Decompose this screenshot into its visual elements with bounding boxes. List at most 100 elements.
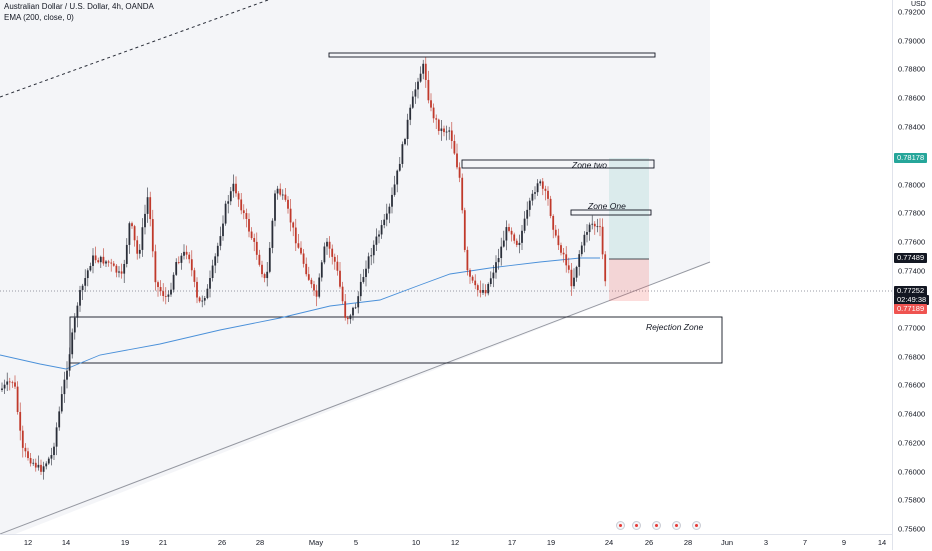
candle-body	[593, 223, 596, 227]
candle-body	[430, 100, 432, 108]
candle-body	[66, 370, 68, 380]
candle-body	[55, 427, 58, 447]
price-tick: 0.76600	[898, 380, 926, 390]
candle-body	[141, 227, 144, 250]
candle-body	[479, 290, 482, 293]
zone-two-box[interactable]	[461, 159, 655, 169]
chart-pane[interactable]: Australian Dollar / U.S. Dollar, 4h, OAN…	[0, 0, 892, 534]
zone-one-box[interactable]	[570, 209, 652, 216]
candle-body	[414, 89, 417, 97]
candle-body	[567, 265, 570, 270]
candle-body	[456, 153, 458, 168]
event-flag-icon[interactable]	[652, 521, 661, 530]
candle-body	[198, 297, 201, 302]
candle-body	[318, 277, 321, 297]
candle-body	[172, 274, 175, 290]
candle-body	[120, 271, 123, 274]
time-tick: 12	[450, 538, 460, 547]
ema-200-line[interactable]	[0, 257, 600, 370]
rejection-zone-box[interactable]	[69, 316, 723, 364]
event-flag-icon[interactable]	[692, 521, 701, 530]
candle-body	[34, 462, 37, 468]
candle-body	[352, 307, 354, 316]
zone-two-label[interactable]: Zone two	[572, 160, 607, 170]
candle-body	[578, 254, 581, 267]
candle-body	[528, 200, 531, 210]
candle-body	[53, 446, 55, 456]
price-tick: 0.77600	[898, 237, 926, 247]
candle-body	[307, 274, 310, 280]
candle-body	[50, 455, 53, 459]
price-chart[interactable]	[0, 0, 892, 534]
candle-body	[596, 226, 599, 228]
candle-body	[266, 271, 269, 279]
rejection-zone-label[interactable]: Rejection Zone	[646, 322, 704, 332]
candle-body	[294, 227, 297, 244]
candle-body	[354, 307, 357, 309]
candle-body	[505, 227, 508, 241]
candle-body	[253, 238, 256, 242]
candle-body	[510, 230, 513, 235]
candle-body	[508, 227, 510, 231]
price-axis[interactable]: USD 0.79200 0.79000 0.78800 0.78600 0.78…	[892, 0, 932, 550]
time-tick: 28	[683, 538, 693, 547]
time-tick: May	[308, 538, 324, 547]
candle-body	[396, 170, 399, 185]
candle-body	[164, 296, 167, 297]
candle-body	[385, 213, 388, 220]
candle-body	[292, 222, 295, 228]
candle-body	[437, 119, 440, 131]
candle-body	[63, 379, 66, 395]
price-tick: 0.76800	[898, 352, 926, 362]
profit-zone[interactable]	[609, 158, 649, 259]
candle-body	[482, 290, 484, 293]
candle-body	[513, 234, 516, 241]
candle-body	[216, 245, 219, 257]
candlestick-series[interactable]	[1, 57, 607, 480]
lower-trendline[interactable]	[0, 261, 711, 534]
candle-body	[261, 264, 263, 275]
candle-body	[263, 274, 266, 279]
candle-body	[591, 223, 594, 225]
candle-body	[339, 270, 341, 287]
candle-body	[37, 464, 40, 468]
time-axis[interactable]: 12 14 19 21 26 28 May 5 10 12 17 19 24 2…	[0, 534, 892, 551]
candle-body	[388, 206, 391, 214]
event-flag-icon[interactable]	[632, 521, 641, 530]
candle-body	[383, 219, 386, 226]
candle-body	[232, 183, 235, 192]
candle-body	[211, 265, 214, 279]
candle-body	[406, 119, 409, 139]
zone-one-label[interactable]: Zone One	[588, 201, 626, 211]
event-flag-icon[interactable]	[672, 521, 681, 530]
price-tick: 0.78600	[898, 93, 926, 103]
time-tick: 19	[546, 538, 556, 547]
candle-body	[123, 263, 126, 274]
candle-body	[331, 248, 334, 257]
candle-body	[21, 430, 24, 448]
candle-body	[102, 256, 105, 264]
candle-body	[206, 288, 209, 299]
candle-body	[320, 262, 323, 278]
time-tick: Jun	[720, 538, 734, 547]
event-flag-icon[interactable]	[616, 521, 625, 530]
candle-body	[476, 285, 479, 291]
candle-body	[297, 243, 300, 248]
candle-body	[573, 277, 575, 287]
top-box[interactable]	[328, 52, 656, 58]
candle-body	[162, 291, 165, 297]
price-tick: 0.78800	[898, 64, 926, 74]
candle-body	[554, 229, 557, 236]
candle-body	[344, 301, 347, 318]
candle-body	[583, 234, 586, 246]
candle-body	[219, 236, 222, 246]
candle-body	[81, 285, 84, 291]
candle-body	[453, 141, 456, 154]
candle-body	[284, 194, 287, 200]
entry-price-label: 0.77489	[894, 253, 928, 263]
loss-zone[interactable]	[609, 259, 649, 301]
price-tick: 0.76400	[898, 409, 926, 419]
candle-body	[328, 241, 331, 249]
candle-body	[362, 277, 365, 282]
candle-body	[549, 198, 552, 216]
